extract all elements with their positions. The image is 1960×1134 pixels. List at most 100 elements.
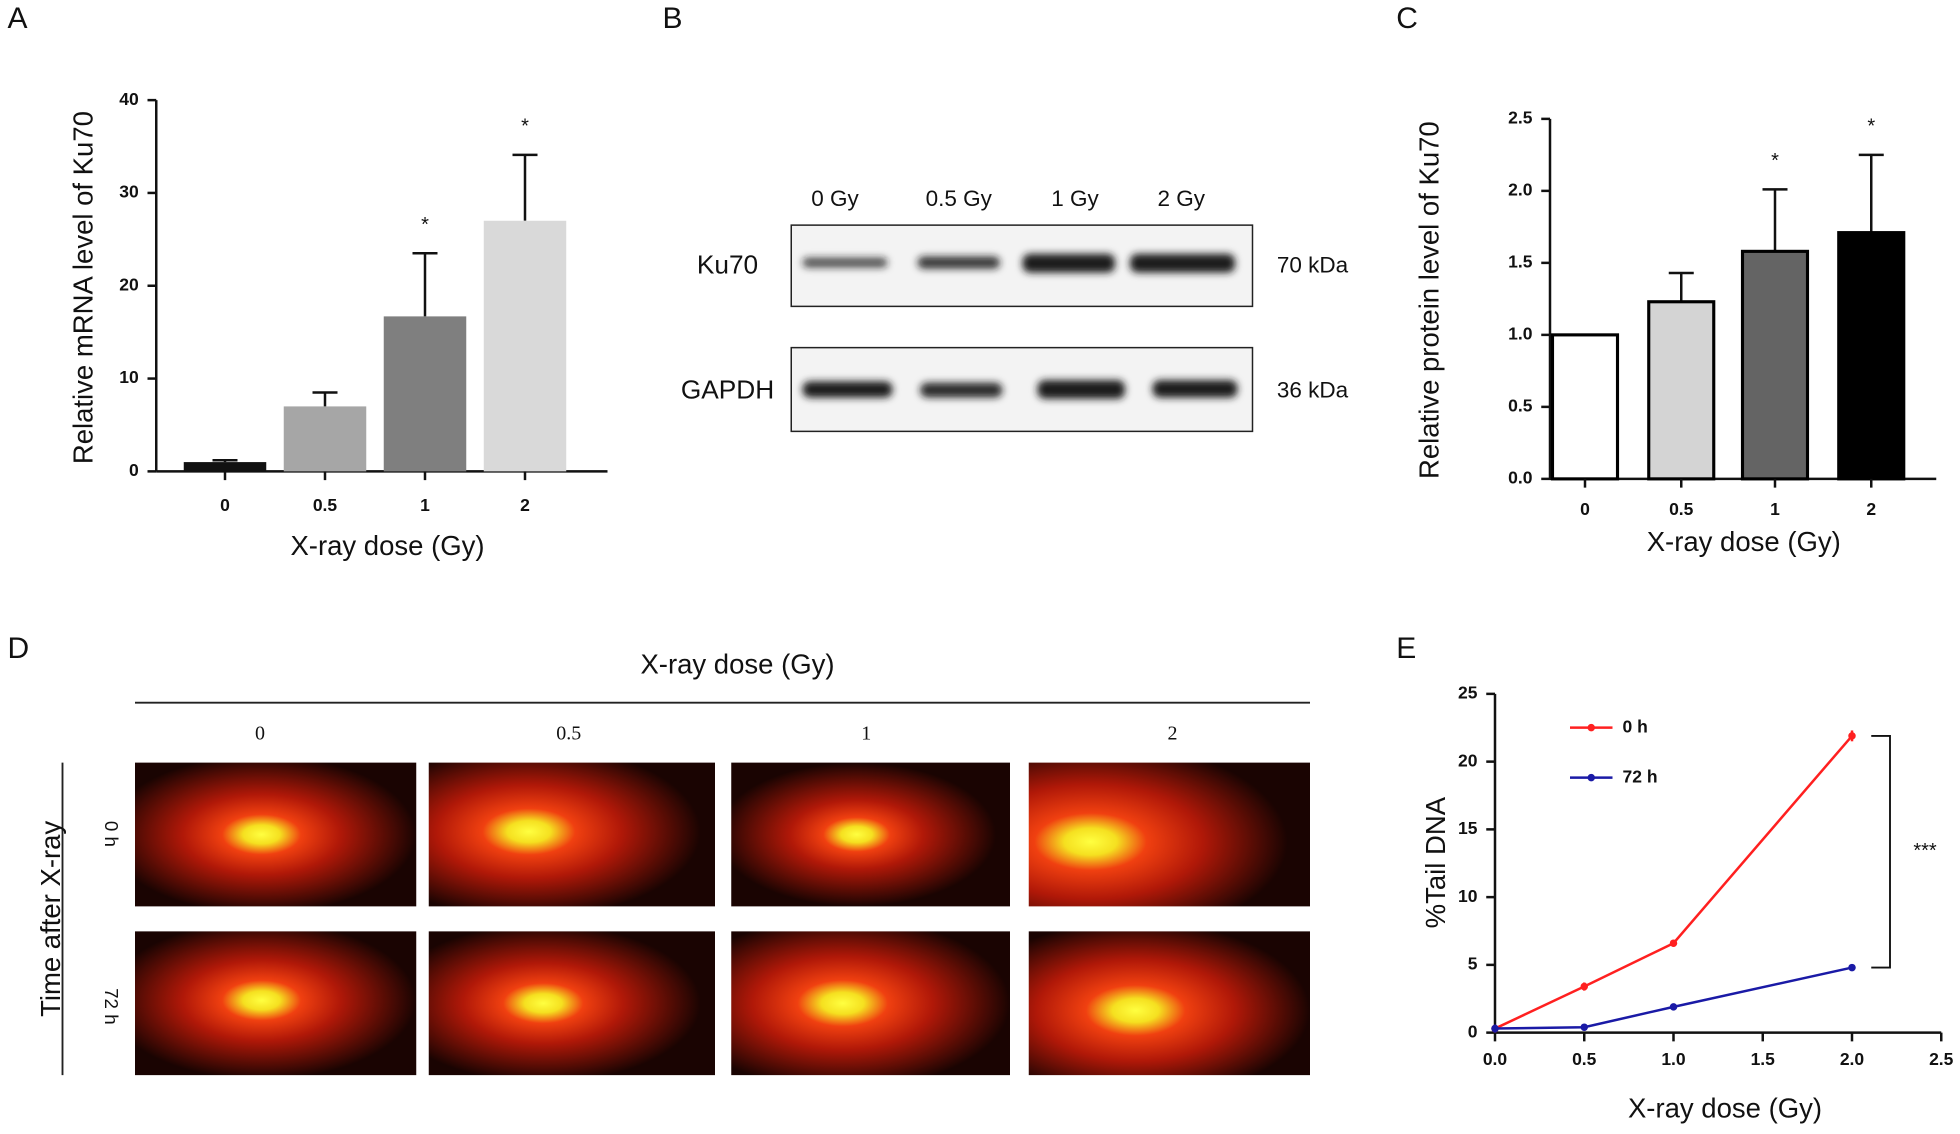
panel-label: E xyxy=(1396,632,1416,665)
y-tick-label: 1.0 xyxy=(1508,324,1533,344)
band xyxy=(802,381,893,398)
x-tick-label: 0 xyxy=(220,495,230,515)
significance: *** xyxy=(1913,840,1937,862)
x-tick-label: 0.5 xyxy=(1669,499,1694,519)
row-axis-label: Time after X-ray xyxy=(35,821,66,1017)
bar xyxy=(1837,231,1906,481)
bar xyxy=(283,406,367,472)
size-label: 36 kDa xyxy=(1277,377,1349,402)
legend-label: 0 h xyxy=(1623,716,1648,736)
y-axis-label: %Tail DNA xyxy=(1420,796,1451,928)
significance: * xyxy=(1771,150,1779,172)
x-tick-label: 0 xyxy=(1580,499,1590,519)
line xyxy=(1494,735,1853,1030)
x-tick-label: 0.5 xyxy=(313,495,338,515)
y-tick-label: 10 xyxy=(119,367,139,387)
line xyxy=(1494,966,1853,1030)
x-axis-label: X-ray dose (Gy) xyxy=(290,530,484,561)
x-tick-label: 1 xyxy=(420,495,430,515)
western-blot xyxy=(790,224,1254,433)
lane-label: 0.5 Gy xyxy=(926,186,993,211)
point xyxy=(1669,939,1678,947)
row-label: 0 h xyxy=(101,821,122,847)
size-label: 70 kDa xyxy=(1277,252,1349,277)
x-tick-label: 2.0 xyxy=(1840,1049,1865,1069)
comet-image xyxy=(135,931,417,1076)
x-tick-label: 2 xyxy=(1866,499,1876,519)
point xyxy=(1848,963,1856,972)
bar xyxy=(383,316,467,472)
x-tick-label: 1.5 xyxy=(1751,1049,1776,1069)
bar xyxy=(183,462,267,472)
significance: * xyxy=(521,116,529,138)
protein-label: Ku70 xyxy=(697,249,758,279)
y-tick-label: 0.5 xyxy=(1508,396,1533,416)
comet-image xyxy=(428,931,715,1076)
x-tick-label: 0.5 xyxy=(1572,1049,1597,1069)
column-label: 2 xyxy=(1168,723,1178,745)
y-tick-label: 40 xyxy=(119,89,139,109)
band xyxy=(1037,380,1125,399)
band xyxy=(1152,380,1238,398)
comet-image xyxy=(135,762,417,907)
y-tick-label: 25 xyxy=(1458,683,1478,703)
x-axis-label: X-ray dose (Gy) xyxy=(1647,526,1841,557)
band xyxy=(1130,253,1235,273)
panel-label: C xyxy=(1396,2,1418,35)
comet-image xyxy=(731,931,1010,1076)
band xyxy=(917,256,1000,269)
band xyxy=(802,257,888,268)
y-axis-label: Relative mRNA level of Ku70 xyxy=(67,111,98,464)
y-tick-label: 1.5 xyxy=(1508,252,1533,272)
bar xyxy=(1550,333,1620,481)
band xyxy=(920,382,1003,398)
x-tick-label: 1.0 xyxy=(1661,1049,1686,1069)
panel-label: A xyxy=(8,2,28,35)
band xyxy=(1022,253,1115,273)
comet-title: X-ray dose (Gy) xyxy=(640,649,834,680)
y-tick-label: 0 xyxy=(129,460,139,480)
column-label: 0 xyxy=(255,723,265,745)
y-tick-label: 20 xyxy=(119,274,139,294)
lane-label: 2 Gy xyxy=(1157,186,1205,211)
y-tick-label: 2.0 xyxy=(1508,180,1533,200)
y-axis-label: Relative protein level of Ku70 xyxy=(1414,121,1445,479)
bar xyxy=(1647,300,1716,481)
column-label: 0.5 xyxy=(556,723,581,745)
x-tick-label: 2 xyxy=(520,495,530,515)
bar xyxy=(483,220,567,472)
comet-image xyxy=(731,762,1010,907)
panel-label: D xyxy=(8,632,30,665)
point xyxy=(1491,1024,1499,1033)
point xyxy=(1580,1023,1588,1031)
lane-label: 1 Gy xyxy=(1051,186,1099,211)
y-tick-label: 30 xyxy=(119,182,139,202)
y-tick-label: 5 xyxy=(1468,954,1478,974)
lane-label: 0 Gy xyxy=(811,186,859,211)
panel-label: B xyxy=(663,2,683,35)
y-tick-label: 15 xyxy=(1458,818,1478,838)
y-tick-label: 20 xyxy=(1458,750,1478,770)
point xyxy=(1669,1003,1678,1011)
legend-label: 72 h xyxy=(1623,766,1658,786)
column-label: 1 xyxy=(861,723,871,745)
comet-image xyxy=(1028,762,1310,907)
significance: * xyxy=(421,214,429,236)
y-tick-label: 0.0 xyxy=(1508,468,1533,488)
point xyxy=(1848,732,1856,740)
x-axis-label: X-ray dose (Gy) xyxy=(1628,1092,1822,1123)
y-tick-label: 2.5 xyxy=(1508,108,1533,128)
protein-label: GAPDH xyxy=(681,374,774,404)
y-tick-label: 0 xyxy=(1468,1021,1478,1041)
y-tick-label: 10 xyxy=(1458,886,1478,906)
x-tick-label: 0.0 xyxy=(1483,1049,1508,1069)
comet-image xyxy=(1028,931,1310,1076)
bracket xyxy=(1871,734,1891,969)
legend-marker xyxy=(1587,773,1595,782)
significance: * xyxy=(1867,116,1875,138)
x-tick-label: 2.5 xyxy=(1929,1049,1954,1069)
row-label: 72 h xyxy=(101,988,122,1025)
comet-image xyxy=(428,762,715,907)
legend-marker xyxy=(1587,723,1595,732)
